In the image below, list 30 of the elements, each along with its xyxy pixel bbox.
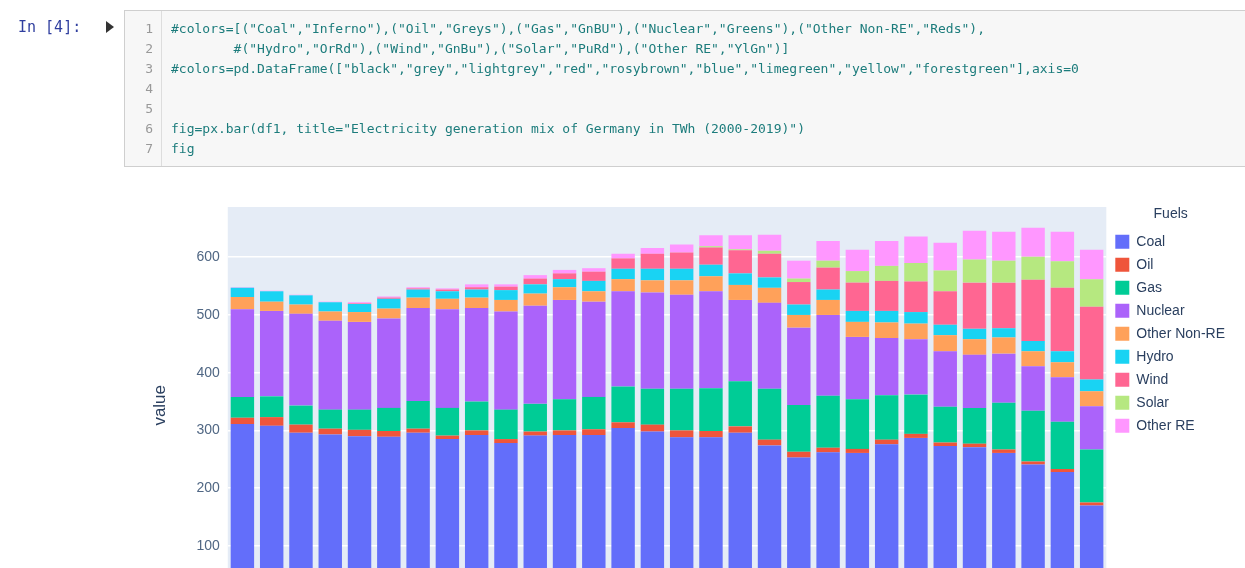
legend-label: Solar [1136,393,1170,410]
text: 1 [144,20,153,38]
text: #("Hydro","OrRd"),("Wind","GnBu"),("Solar","PuRd"),("Other RE","YlGn")] [232,41,790,56]
legend-label: Other Non-RE [1136,324,1226,341]
text: 7 [144,140,153,158]
legend-label: Coal [1136,232,1166,249]
text: fig [171,141,195,156]
legend-label: Nuclear [1136,301,1185,318]
legend-label: Gas [1136,278,1162,295]
legend-label: Oil [1136,255,1154,272]
text: 4 [144,80,153,98]
legend-label: Other RE [1136,416,1195,433]
text: fig=px.bar(df1, title="Electricity generation mix of Germany in TWh (2000-2019)") [171,121,805,136]
text: In [4]: [18,18,82,36]
text: 2 [144,40,153,58]
text: #colors=[("Coal","Inferno"),("Oil","Greys"),("Gas","GnBU"),("Nuclear","Greens"),("Other Non-RE","Reds"), [171,21,985,36]
text: 3 [144,60,153,78]
y-tick-label: 100 [196,536,220,553]
y-tick-label: 300 [196,421,220,438]
text: 6 [144,120,153,138]
text: #colors=pd.DataFrame(["black","grey","lightgrey","red","rosybrown","blue","limegreen","yellow","forestgreen"],axis=0 [171,61,1079,76]
y-axis-title: value [149,384,169,426]
y-tick-label: 600 [196,248,220,265]
y-tick-label: 200 [196,479,220,495]
y-tick-label: 500 [196,305,220,322]
legend-title: Fuels [1153,204,1188,221]
text: 5 [144,100,153,118]
legend-label: Hydro [1136,347,1174,364]
legend-label: Wind [1136,370,1169,387]
y-tick-label: 400 [196,363,220,380]
